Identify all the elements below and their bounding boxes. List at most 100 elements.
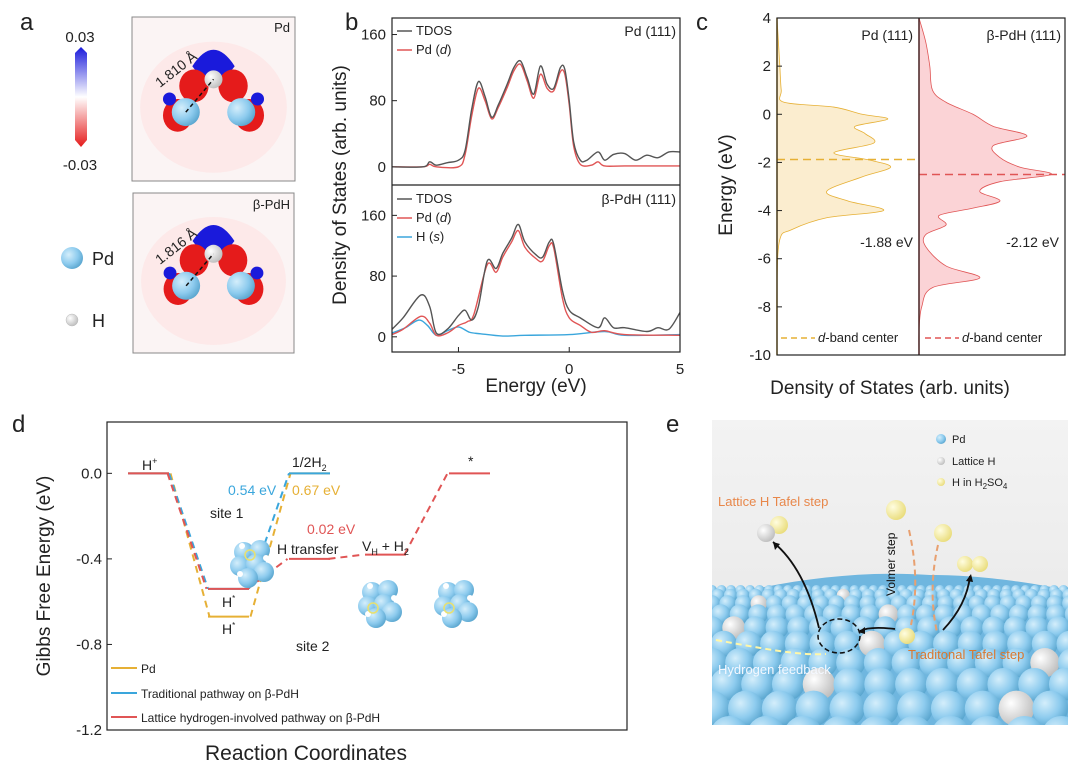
legend-tdos: TDOS <box>416 191 452 206</box>
adsorbed-h-icon <box>899 628 915 644</box>
panel-label-e: e <box>666 411 679 438</box>
lattice-h-atom-icon <box>757 524 775 542</box>
colorbar-max-label: 0.03 <box>65 29 94 46</box>
pd-atom-icon <box>823 715 857 725</box>
panel-label-a: a <box>20 9 34 36</box>
pd-atom-legend-icon <box>61 247 83 269</box>
site-1-cluster-icon <box>230 540 274 588</box>
series-group <box>392 223 680 337</box>
pd-atom-icon <box>712 667 743 701</box>
pd-atom-icon <box>238 568 258 588</box>
pd-atom-icon <box>226 271 255 300</box>
site-1-label: site 1 <box>210 505 244 521</box>
x-tick-label: -5 <box>452 361 465 378</box>
highlighted-site-icon <box>443 602 455 614</box>
highlighted-site-icon <box>367 602 379 614</box>
pd-atom-icon <box>458 602 478 622</box>
legend-h-in-h2so4: H in H2SO4 <box>952 477 1008 491</box>
h-atom-icon <box>934 524 952 542</box>
highlighted-site-icon <box>244 549 256 561</box>
transition-connector <box>169 473 211 617</box>
y-tick-label: 2 <box>763 58 771 75</box>
density-region <box>141 217 286 345</box>
solution-h-legend-icon <box>937 478 945 486</box>
charge-density-map-pd <box>131 16 296 182</box>
y-tick-label: -6 <box>758 251 771 268</box>
map-title-pd: Pd <box>274 20 290 35</box>
state-label-h-plus: H+ <box>142 456 157 473</box>
x-tick-label: 0 <box>565 361 573 378</box>
bond-distance-line <box>185 78 215 113</box>
barrier-label-pd: 0.67 eV <box>292 482 341 498</box>
series-line-tdos <box>392 59 680 168</box>
pd-atom-icon <box>382 602 402 622</box>
h2-molecule-icon <box>972 556 988 572</box>
panel-a: 0.03 -0.03 Pd 1.810 Å β-PdH 1.816 Å Pd H <box>61 16 296 354</box>
legend-bottom: TDOS Pd (d) H (s) <box>397 191 452 244</box>
charge-accumulation-region <box>179 69 209 103</box>
y-axis-label: Gibbs Free Energy (eV) <box>34 476 55 677</box>
pd-atom-icon <box>686 631 712 657</box>
y-tick-label: -2 <box>758 154 771 171</box>
map-title-pdh: β-PdH <box>253 197 290 212</box>
y-tick-label: -4 <box>758 203 771 220</box>
transition-connector <box>166 473 208 590</box>
lattice-tafel-label: Lattice H Tafel step <box>718 494 828 509</box>
y-tick-label: 0 <box>378 159 386 176</box>
legend-tdos: TDOS <box>416 23 452 38</box>
h-atom-legend-icon <box>65 313 79 327</box>
state-label-half-h2: 1/2H2 <box>292 454 327 473</box>
panel-label-d: d <box>12 411 25 438</box>
y-tick-label: 0 <box>378 329 386 346</box>
x-axis-label: Density of States (arb. units) <box>770 378 1010 399</box>
lattice-tafel-arrow-icon <box>772 541 820 629</box>
legend-hs: H (s) <box>416 229 444 244</box>
transition-connector <box>248 473 290 590</box>
pd-atom-icon <box>863 690 899 725</box>
pd-atom-icon <box>971 715 1004 725</box>
y-tick-label: 80 <box>369 268 386 285</box>
panel-c-dband: 4 2 0 -2 -4 -6 -8 -10 Energy (eV) Density of St… <box>716 10 1066 399</box>
legend-dband-pd: d-band center <box>818 330 899 345</box>
charge-accumulation-region <box>218 69 248 103</box>
volmer-path-icon <box>931 544 939 633</box>
density-region <box>140 41 287 173</box>
legend-pd: Pd <box>141 662 156 676</box>
pd-atom-icon <box>1064 606 1068 622</box>
h-atom-icon <box>239 543 245 549</box>
pd-atom-icon <box>897 690 933 725</box>
plot-frame <box>106 421 628 731</box>
legend-h-label: H <box>92 311 105 331</box>
y-tick-label: 0.0 <box>81 465 102 482</box>
y-tick-label: 80 <box>369 93 386 110</box>
legend-pd: Pd <box>952 434 965 446</box>
state-label-h-transfer: H transfer <box>277 541 339 557</box>
pd-atom-icon <box>713 715 746 725</box>
traditional-tafel-label: Traditonal Tafel step <box>908 647 1024 662</box>
y-tick-label: 0 <box>763 106 771 123</box>
legend-dband-pdh: d-band center <box>962 330 1043 345</box>
panel-b-dos: 160 80 0 160 80 0 -5 0 5 Density of States (arb.… <box>330 17 684 397</box>
pd-atom-icon <box>930 690 967 725</box>
legend: Pd Traditional pathway on β-PdH Lattice … <box>111 662 380 725</box>
pd-atom-icon <box>860 715 894 725</box>
transition-connector <box>328 553 364 560</box>
pd-atom-icon <box>728 690 764 725</box>
pd-atom-icon <box>680 668 712 700</box>
pd-atom-icon <box>673 716 712 755</box>
panel-label-c: c <box>696 9 708 36</box>
h-atom-icon <box>443 583 449 589</box>
y-tick-label: -0.4 <box>76 551 102 568</box>
pd-atom-icon <box>227 98 256 127</box>
y-tick-label: -8 <box>758 299 771 316</box>
active-site-highlight <box>817 618 861 654</box>
pd-atom-icon <box>254 562 274 582</box>
dos-area-0 <box>776 17 891 356</box>
dos-area-1 <box>918 17 1052 356</box>
d-band-center-value-pdh: -2.12 eV <box>1006 234 1060 250</box>
pd-atom-icon <box>761 690 798 725</box>
pd-legend-icon <box>936 434 946 444</box>
pd-atom-icon <box>1007 715 1041 725</box>
subplot-title-pd: Pd (111) <box>861 27 913 43</box>
transition-connector <box>249 473 292 617</box>
